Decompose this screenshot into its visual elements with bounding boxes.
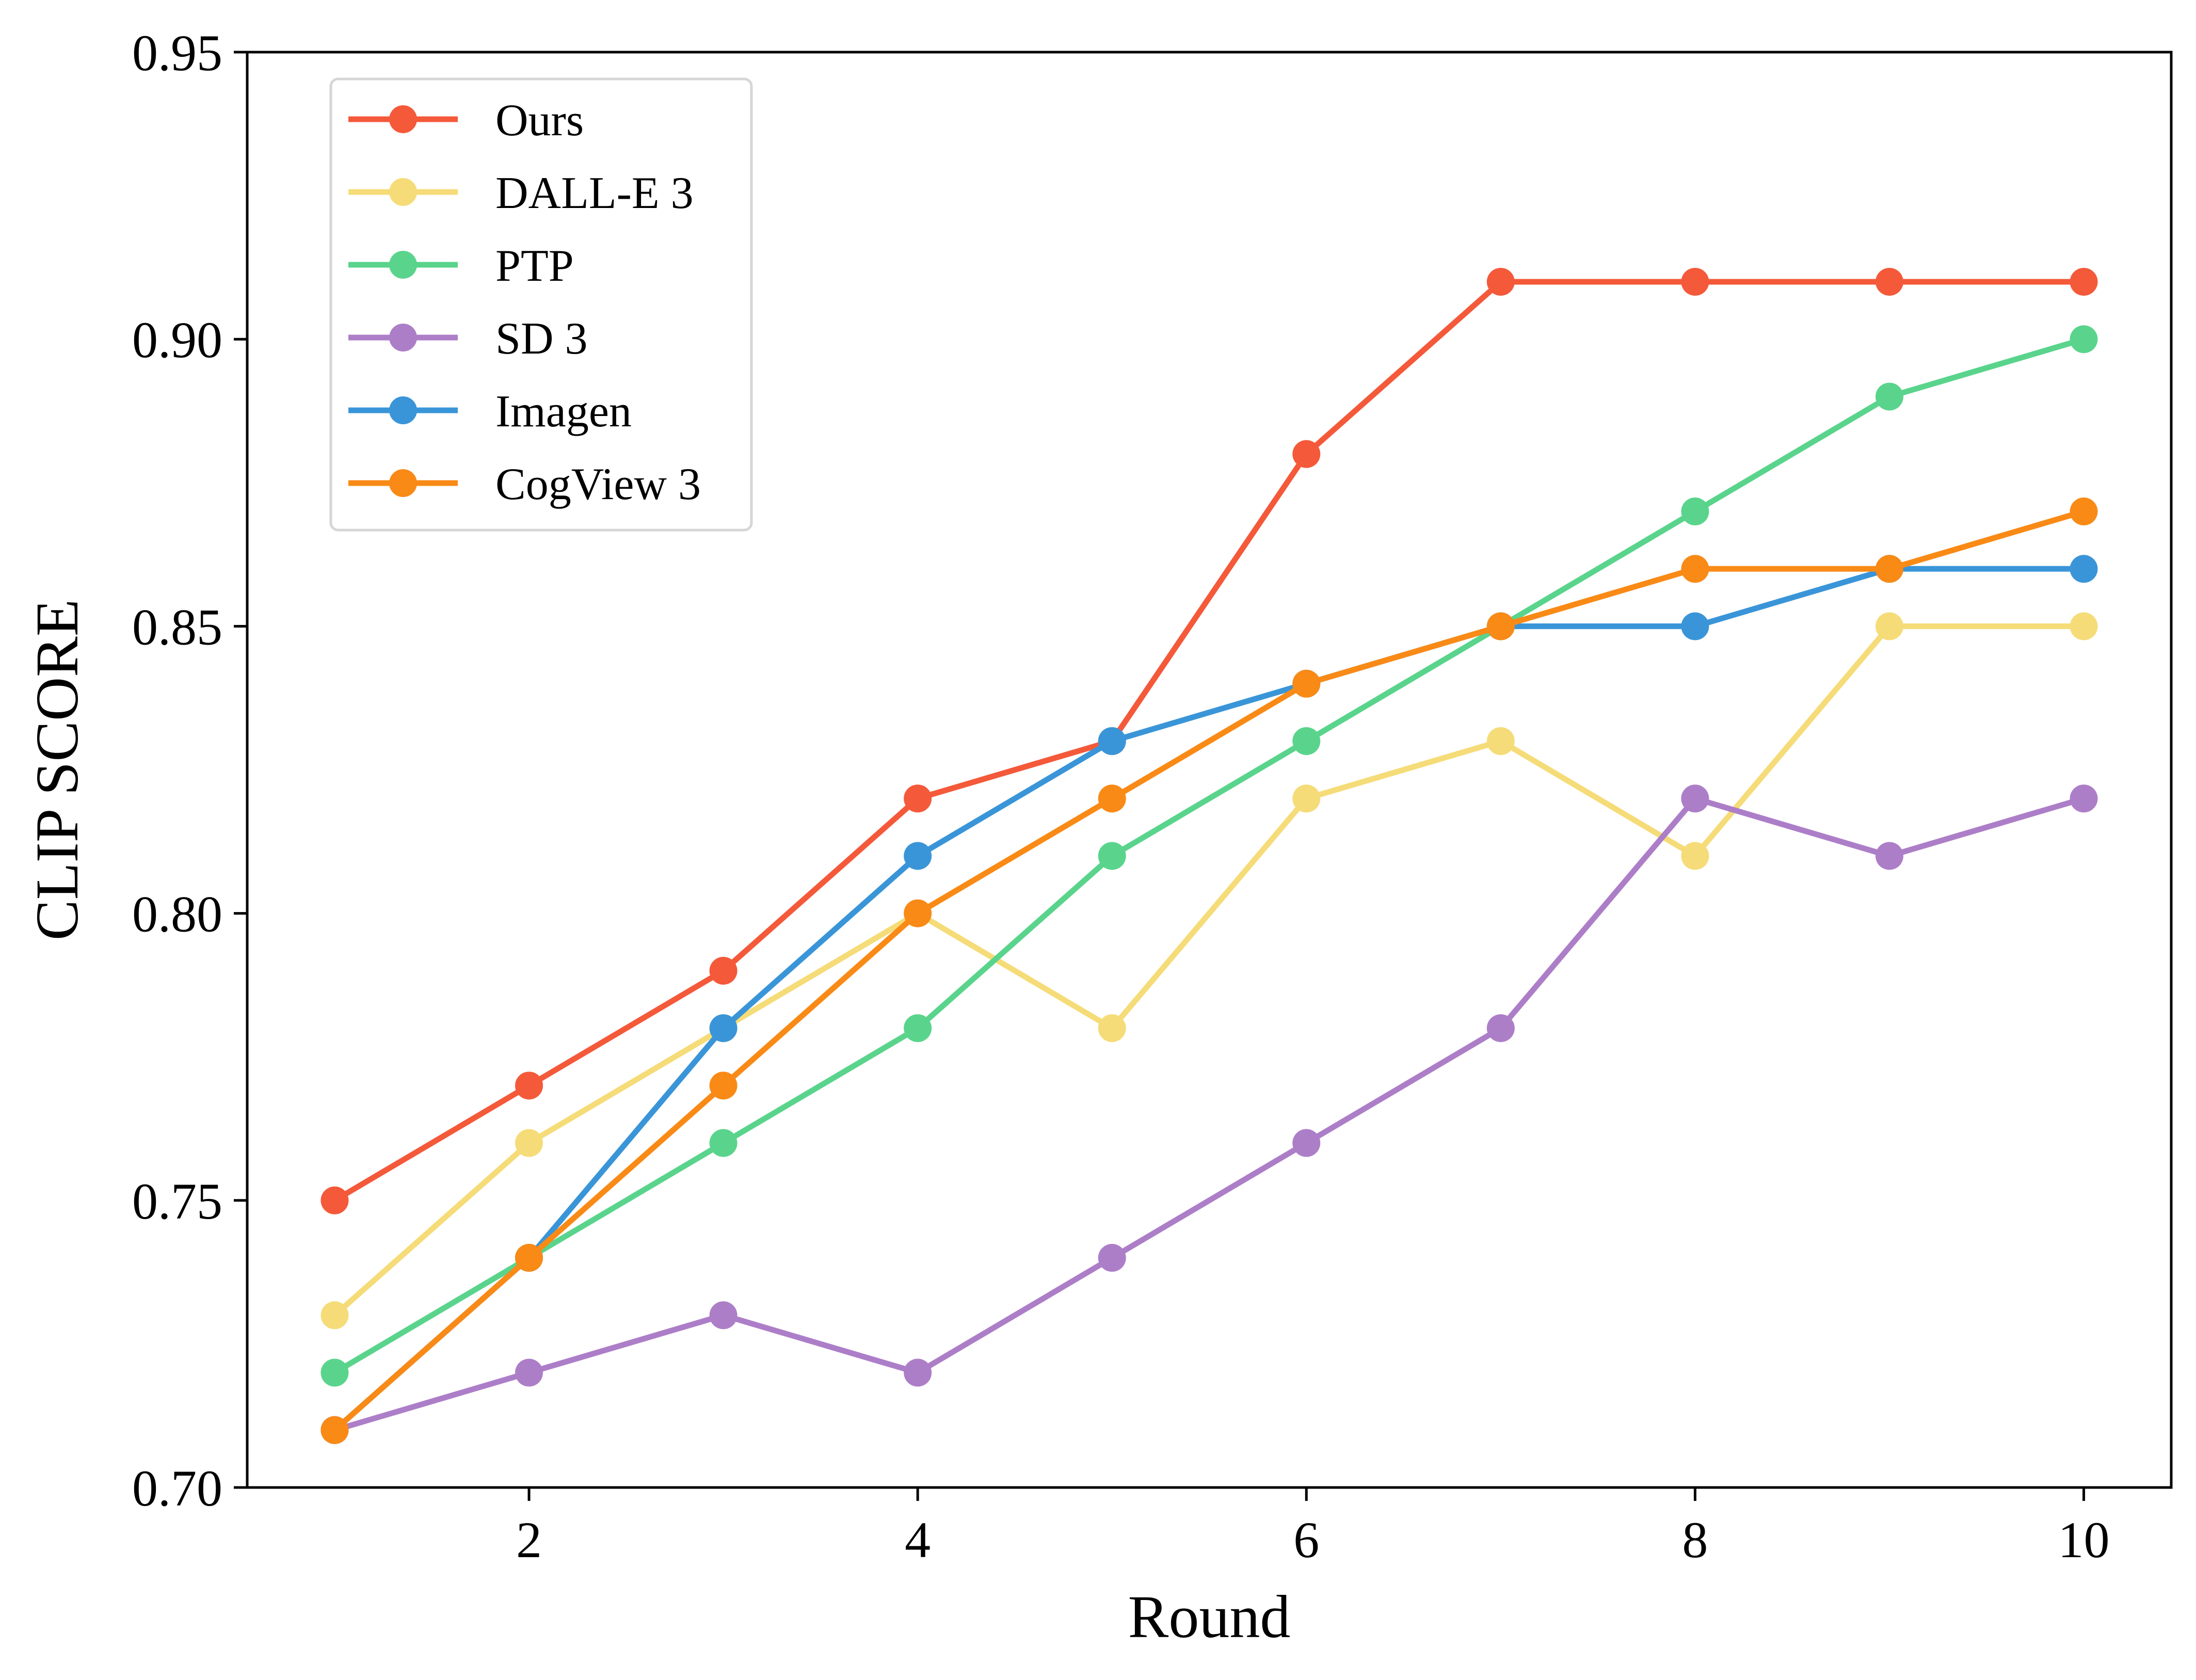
legend: Ours DALL-E 3 PTP SD 3 Imagen CogView 3 <box>329 77 753 532</box>
data-point-cogview-3 <box>904 899 932 927</box>
data-point-dall-e-3 <box>1875 612 1903 641</box>
data-point-sd-3 <box>1486 1014 1515 1043</box>
data-point-ptp <box>320 1358 349 1387</box>
legend-label: PTP <box>495 241 574 291</box>
y-tick-label: 0.70 <box>132 1460 222 1517</box>
data-point-cogview-3 <box>320 1416 349 1444</box>
x-tick-label: 10 <box>2058 1511 2110 1569</box>
data-point-dall-e-3 <box>320 1301 349 1330</box>
data-point-cogview-3 <box>1098 785 1126 813</box>
y-axis-label: CLIP SCORE <box>23 599 91 940</box>
legend-marker <box>389 251 417 279</box>
series-sd-3 <box>320 785 2098 1444</box>
data-point-ptp <box>1292 727 1321 755</box>
legend-item: PTP <box>348 241 574 291</box>
data-point-sd-3 <box>709 1301 738 1330</box>
data-point-ours <box>1875 267 1903 296</box>
legend-marker <box>389 105 417 133</box>
legend-item: SD 3 <box>348 314 588 364</box>
data-point-cogview-3 <box>1292 669 1321 698</box>
data-point-ptp <box>1098 842 1126 870</box>
series-line-sd-3 <box>331 795 2087 1433</box>
y-tick-label: 0.75 <box>132 1173 222 1230</box>
data-point-ptp <box>904 1014 932 1043</box>
legend-label: CogView 3 <box>495 459 701 509</box>
legend-marker <box>389 396 417 424</box>
plot-frame <box>246 51 2173 1489</box>
data-point-sd-3 <box>1292 1129 1321 1157</box>
series-line-ours <box>331 279 2087 1204</box>
data-point-imagen <box>1681 612 1709 641</box>
legend-item: Ours <box>348 95 584 146</box>
data-point-cogview-3 <box>709 1071 738 1100</box>
data-point-dall-e-3 <box>1486 727 1515 755</box>
series-cogview-3 <box>320 497 2098 1444</box>
data-point-sd-3 <box>1098 1244 1126 1272</box>
x-axis-label: Round <box>1128 1583 1291 1651</box>
data-point-ptp <box>1681 497 1709 525</box>
x-tick-label: 8 <box>1682 1511 1708 1569</box>
data-point-ours <box>1486 267 1515 296</box>
legend-item: CogView 3 <box>348 459 701 509</box>
data-point-ours <box>904 785 932 813</box>
data-point-dall-e-3 <box>1292 785 1321 813</box>
series-line-ptp <box>331 336 2087 1376</box>
data-point-sd-3 <box>1681 785 1709 813</box>
legend-label: DALL-E 3 <box>495 168 694 218</box>
series-dall-e-3 <box>320 612 2098 1330</box>
data-point-ours <box>515 1071 543 1100</box>
data-point-sd-3 <box>904 1358 932 1387</box>
legend-item: DALL-E 3 <box>348 168 694 218</box>
data-point-sd-3 <box>515 1358 543 1387</box>
legend-marker <box>389 178 417 206</box>
data-point-ptp <box>1875 382 1903 411</box>
data-point-cogview-3 <box>1875 555 1903 583</box>
data-point-ours <box>2070 267 2098 296</box>
series-line-cogview-3 <box>331 508 2087 1433</box>
data-point-dall-e-3 <box>1681 842 1709 870</box>
data-point-cogview-3 <box>515 1244 543 1272</box>
y-tick-label: 0.80 <box>132 886 222 943</box>
data-point-imagen <box>904 842 932 870</box>
data-point-cogview-3 <box>2070 497 2098 525</box>
x-tick-label: 4 <box>905 1511 931 1569</box>
legend-label: Imagen <box>495 387 632 437</box>
x-tick-label: 6 <box>1293 1511 1319 1569</box>
data-point-imagen <box>709 1014 738 1043</box>
legend-marker <box>389 469 417 497</box>
data-point-ours <box>320 1186 349 1214</box>
data-point-imagen <box>1098 727 1126 755</box>
series-line-imagen <box>331 566 2087 1433</box>
legend-label: SD 3 <box>495 314 588 364</box>
y-tick-label: 0.90 <box>132 311 222 369</box>
series-line-dall-e-3 <box>331 623 2087 1318</box>
legend-marker <box>389 324 417 351</box>
y-tick-label: 0.95 <box>132 24 222 82</box>
data-point-dall-e-3 <box>1098 1014 1126 1043</box>
y-axis-ticks: 0.70 0.75 0.80 0.85 0.90 0.95 <box>132 24 247 1517</box>
data-point-ours <box>1292 440 1321 468</box>
data-point-ptp <box>2070 325 2098 354</box>
x-tick-label: 2 <box>516 1511 542 1569</box>
data-point-sd-3 <box>1875 842 1903 870</box>
x-axis-ticks: 2 4 6 8 10 <box>516 1487 2110 1569</box>
data-point-ours <box>1681 267 1709 296</box>
legend-item: Imagen <box>348 387 632 437</box>
data-point-dall-e-3 <box>515 1129 543 1157</box>
data-point-cogview-3 <box>1681 555 1709 583</box>
data-point-cogview-3 <box>1486 612 1515 641</box>
data-point-imagen <box>2070 555 2098 583</box>
data-point-dall-e-3 <box>2070 612 2098 641</box>
data-point-ptp <box>709 1129 738 1157</box>
legend-label: Ours <box>495 95 584 146</box>
data-point-sd-3 <box>2070 785 2098 813</box>
series-layer <box>320 267 2098 1444</box>
data-point-ours <box>709 956 738 985</box>
y-tick-label: 0.85 <box>132 598 222 655</box>
